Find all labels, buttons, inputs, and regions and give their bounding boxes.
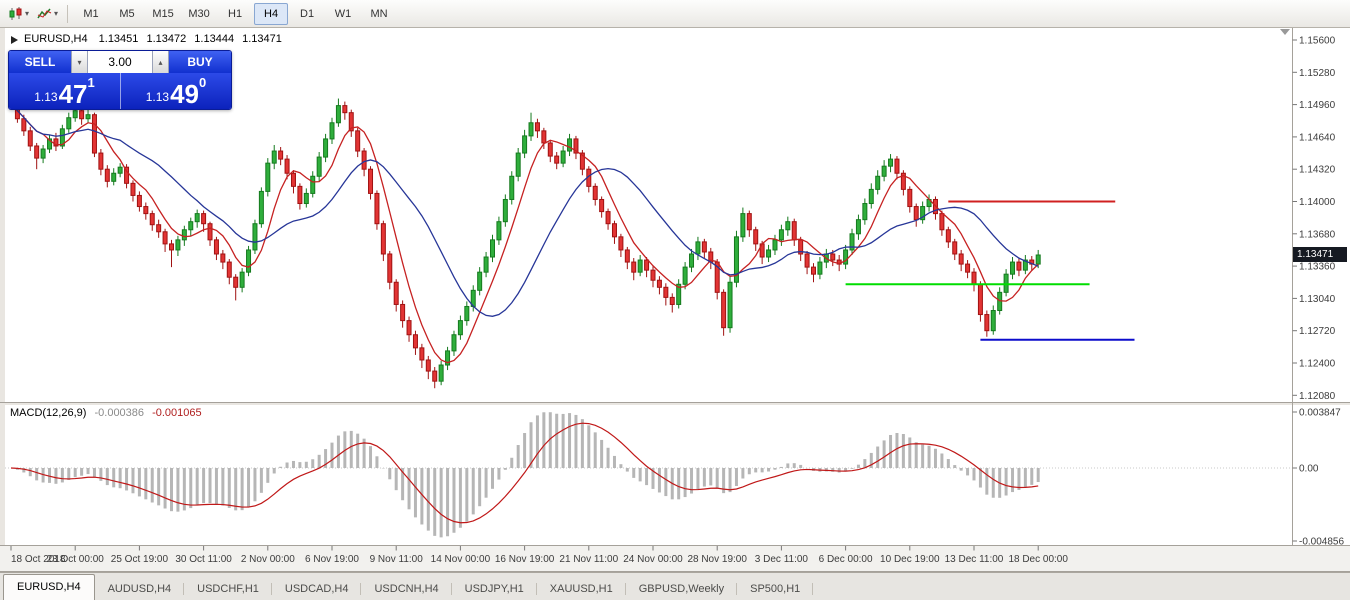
price-axis-label: 1.12080 (1299, 391, 1336, 402)
macd-signal-line (10, 422, 1039, 524)
indicator-icon (37, 8, 52, 18)
time-axis-label: 18 Oct 2018 (11, 554, 66, 565)
time-axis-label: 9 Nov 11:00 (370, 554, 424, 565)
price-axis-label: 1.13360 (1299, 262, 1336, 273)
timeframe-button-m30[interactable]: M30 (188, 7, 210, 20)
price-axis-label: 1.13040 (1299, 294, 1336, 305)
time-axis-label: 10 Dec 19:00 (880, 554, 940, 565)
toolbar-separator (67, 4, 69, 23)
timeframe-button-m5[interactable]: M5 (119, 7, 135, 20)
current-price-badge: 1.13471 (1293, 247, 1347, 262)
chart-tab-eurusd-h4[interactable]: EURUSD,H4 (3, 574, 95, 600)
time-axis[interactable] (0, 546, 1350, 571)
chart-tab-usdchf-h1[interactable]: USDCHF,H1 (184, 578, 272, 600)
ma-slow-line (10, 102, 1039, 317)
price-axis-labels: 1.15600 1.15280 1.14960 1.14640 1.14320 1.140… (1292, 36, 1336, 402)
time-axis-label: 21 Nov 11:00 (559, 554, 618, 565)
buy-button[interactable]: BUY (169, 51, 231, 73)
chart-ohlc-info: EURUSD,H4 1.13451 1.13472 1.13444 1.1347… (24, 33, 287, 45)
timeframe-button-h1[interactable]: H1 (228, 7, 243, 20)
buy-price-prefix: 1.13 (145, 90, 170, 104)
timeframe-toolbar: M1 M5 M15 M30 H1 H4 D1 W1 MN (73, 2, 397, 25)
time-axis-label: 30 Oct 11:00 (175, 554, 232, 565)
time-axis-label: 23 Oct 00:00 (47, 554, 105, 565)
timeframe-button-m1[interactable]: M1 (83, 7, 99, 20)
timeframe-button-m15[interactable]: M15 (152, 7, 174, 20)
price-axis-label: 1.14000 (1299, 197, 1336, 208)
toolbar: ▾ ▾ M1 M5 M15 M30 H1 H4 D1 W1 MN (0, 0, 1350, 28)
sell-button[interactable]: SELL (9, 51, 71, 73)
chart-tab-xauusd-h1[interactable]: XAUUSD,H1 (537, 578, 626, 600)
chart-marker-icon (11, 36, 18, 44)
ohlc-open: 1.13451 (98, 33, 139, 45)
indicators-button[interactable]: ▾ (33, 2, 62, 26)
sell-price-button[interactable]: 1.13 47 1 (9, 73, 120, 109)
chevron-down-icon: ▾ (54, 8, 59, 18)
timeframe-button-d1[interactable]: D1 (300, 7, 315, 20)
chevron-down-icon: ▾ (25, 8, 30, 18)
buy-price-button[interactable]: 1.13 49 0 (120, 73, 231, 109)
time-axis-label: 16 Nov 19:00 (495, 554, 555, 565)
macd-axis-label: 0.003847 (1299, 408, 1341, 419)
chart-type-button[interactable]: ▾ (4, 2, 33, 26)
price-axis-label: 1.14960 (1299, 100, 1336, 111)
chart-tab-usdcad-h4[interactable]: USDCAD,H4 (272, 578, 362, 600)
sell-price-prefix: 1.13 (34, 90, 58, 104)
one-click-trading-panel: SELL ▾ ▴ BUY 1.13 47 1 1.13 49 0 (8, 50, 232, 110)
macd-signal-value: -0.001065 (152, 407, 202, 419)
buy-price-pips: 49 (170, 79, 200, 109)
candlestick-chart-icon (9, 6, 22, 20)
volume-input[interactable] (88, 51, 152, 73)
volume-increase-button[interactable]: ▴ (152, 51, 169, 73)
time-axis-label: 28 Nov 19:00 (687, 554, 747, 565)
time-axis-label: 6 Dec 00:00 (819, 554, 873, 565)
chart-shift-marker (1280, 29, 1290, 35)
chart-tab-audusd-h4[interactable]: AUDUSD,H4 (95, 578, 185, 600)
sell-price-pips: 47 (58, 79, 88, 109)
time-axis-label: 24 Nov 00:00 (623, 554, 683, 565)
price-axis-label: 1.12720 (1299, 326, 1336, 337)
chart-tab-sp500-h1[interactable]: SP500,H1 (737, 578, 814, 600)
ohlc-close: 1.13471 (242, 33, 282, 45)
price-axis-label: 1.13680 (1299, 229, 1336, 240)
ma-fast-line (10, 102, 1039, 364)
chart-tab-bar: EURUSD,H4 AUDUSD,H4 USDCHF,H1 USDCAD,H4 USDC… (0, 572, 1350, 600)
timeframe-button-w1[interactable]: W1 (334, 7, 352, 20)
sell-price-point: 1 (87, 75, 95, 90)
volume-decrease-button[interactable]: ▾ (71, 51, 88, 73)
macd-name: MACD(12,26,9) (10, 407, 87, 419)
price-axis-label: 1.14320 (1299, 165, 1336, 176)
macd-axis-labels: 0.003847 0.00 -0.004856 (1292, 408, 1344, 548)
chart-symbol-title: EURUSD,H4 (24, 33, 88, 45)
timeframe-button-mn[interactable]: MN (370, 7, 388, 20)
time-axis-label: 13 Dec 11:00 (945, 554, 1004, 565)
macd-indicator-label: MACD(12,26,9) -0.000386 -0.001065 (10, 407, 207, 419)
time-axis-label: 18 Dec 00:00 (1008, 554, 1068, 565)
time-axis-label: 25 Oct 19:00 (111, 554, 169, 565)
time-axis-label: 2 Nov 00:00 (241, 554, 295, 565)
time-axis-label: 6 Nov 19:00 (305, 554, 359, 565)
buy-price-point: 0 (199, 75, 207, 90)
macd-axis-label: 0.00 (1299, 464, 1319, 475)
time-axis-label: 3 Dec 11:00 (755, 554, 809, 565)
chart-tab-gbpusd-weekly[interactable]: GBPUSD,Weekly (626, 578, 738, 600)
ohlc-low: 1.13444 (194, 33, 235, 45)
candlestick-series (8, 88, 1041, 389)
macd-main-value: -0.000386 (94, 407, 145, 419)
price-axis-label: 1.15600 (1299, 36, 1336, 47)
macd-axis-label: -0.004856 (1299, 537, 1344, 548)
price-axis-label: 1.14640 (1299, 132, 1336, 143)
chart-tab-usdcnh-h4[interactable]: USDCNH,H4 (361, 578, 452, 600)
chart-tab-usdjpy-h1[interactable]: USDJPY,H1 (452, 578, 537, 600)
price-axis[interactable] (1293, 28, 1350, 545)
timeframe-button-h4[interactable]: H4 (254, 2, 289, 25)
time-axis-label: 14 Nov 00:00 (431, 554, 491, 565)
ohlc-high: 1.13472 (146, 33, 187, 45)
price-axis-label: 1.12400 (1299, 359, 1336, 370)
price-axis-label: 1.15280 (1299, 68, 1336, 79)
